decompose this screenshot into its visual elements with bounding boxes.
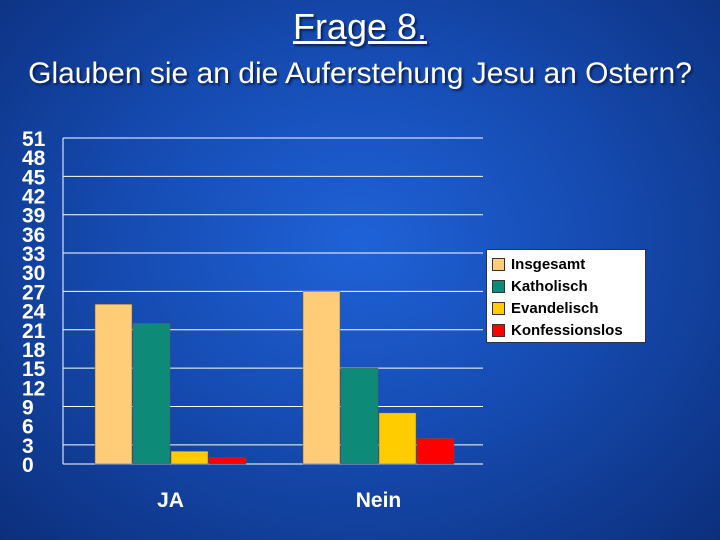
x-category-label: JA [157,489,184,512]
bar-insgesamt-ja [94,303,133,465]
y-tick-label: 51 [22,128,46,151]
chart-legend: Insgesamt Katholisch Evandelisch Konfess… [486,249,646,343]
legend-swatch-konfessionslos [492,323,505,337]
gridlines [62,137,483,465]
x-category-label: Nein [356,489,402,512]
y-tick-label: 39 [22,205,45,228]
y-tick-label: 24 [22,301,46,324]
y-tick-label: 6 [22,416,34,439]
y-tick-label: 3 [22,435,34,458]
legend-swatch-katholisch [492,279,505,293]
legend-item-insgesamt: Insgesamt [491,253,641,275]
slide-subtitle: Glauben sie an die Auferstehung Jesu an … [28,57,692,90]
legend-swatch-insgesamt [492,257,505,271]
y-tick-label: 0 [22,454,34,477]
bar-insgesamt-nein [302,291,341,465]
legend-label-evandelisch: Evandelisch [511,299,599,317]
bars [94,291,455,465]
legend-swatch-evandelisch [492,301,505,315]
y-tick-label: 48 [22,147,46,170]
bar-katholisch-ja [132,323,171,465]
y-tick-label: 33 [22,243,45,266]
slide-title: Frage 8. [292,6,428,47]
legend-label-katholisch: Katholisch [511,277,588,295]
y-tick-label: 42 [22,186,45,209]
x-axis-categories: JA Nein [157,489,401,512]
y-tick-label: 45 [22,166,46,189]
legend-item-katholisch: Katholisch [491,275,641,297]
y-tick-label: 18 [22,339,46,362]
y-tick-label: 9 [22,396,34,419]
y-tick-label: 30 [22,262,45,285]
y-tick-label: 27 [22,281,45,304]
y-tick-label: 36 [22,224,45,247]
bar-konfessionslos-nein [416,438,455,465]
y-tick-label: 21 [22,320,46,343]
legend-item-konfessionslos: Konfessionslos [491,319,641,341]
bar-konfessionslos-ja [208,457,247,465]
y-tick-label: 15 [22,358,46,381]
bar-katholisch-nein [340,367,379,465]
y-tick-label: 12 [22,377,45,400]
legend-label-insgesamt: Insgesamt [511,255,586,273]
legend-item-evandelisch: Evandelisch [491,297,641,319]
bar-evandelisch-ja [170,450,209,465]
legend-label-konfessionslos: Konfessionslos [511,321,623,339]
bar-evandelisch-nein [378,412,417,465]
